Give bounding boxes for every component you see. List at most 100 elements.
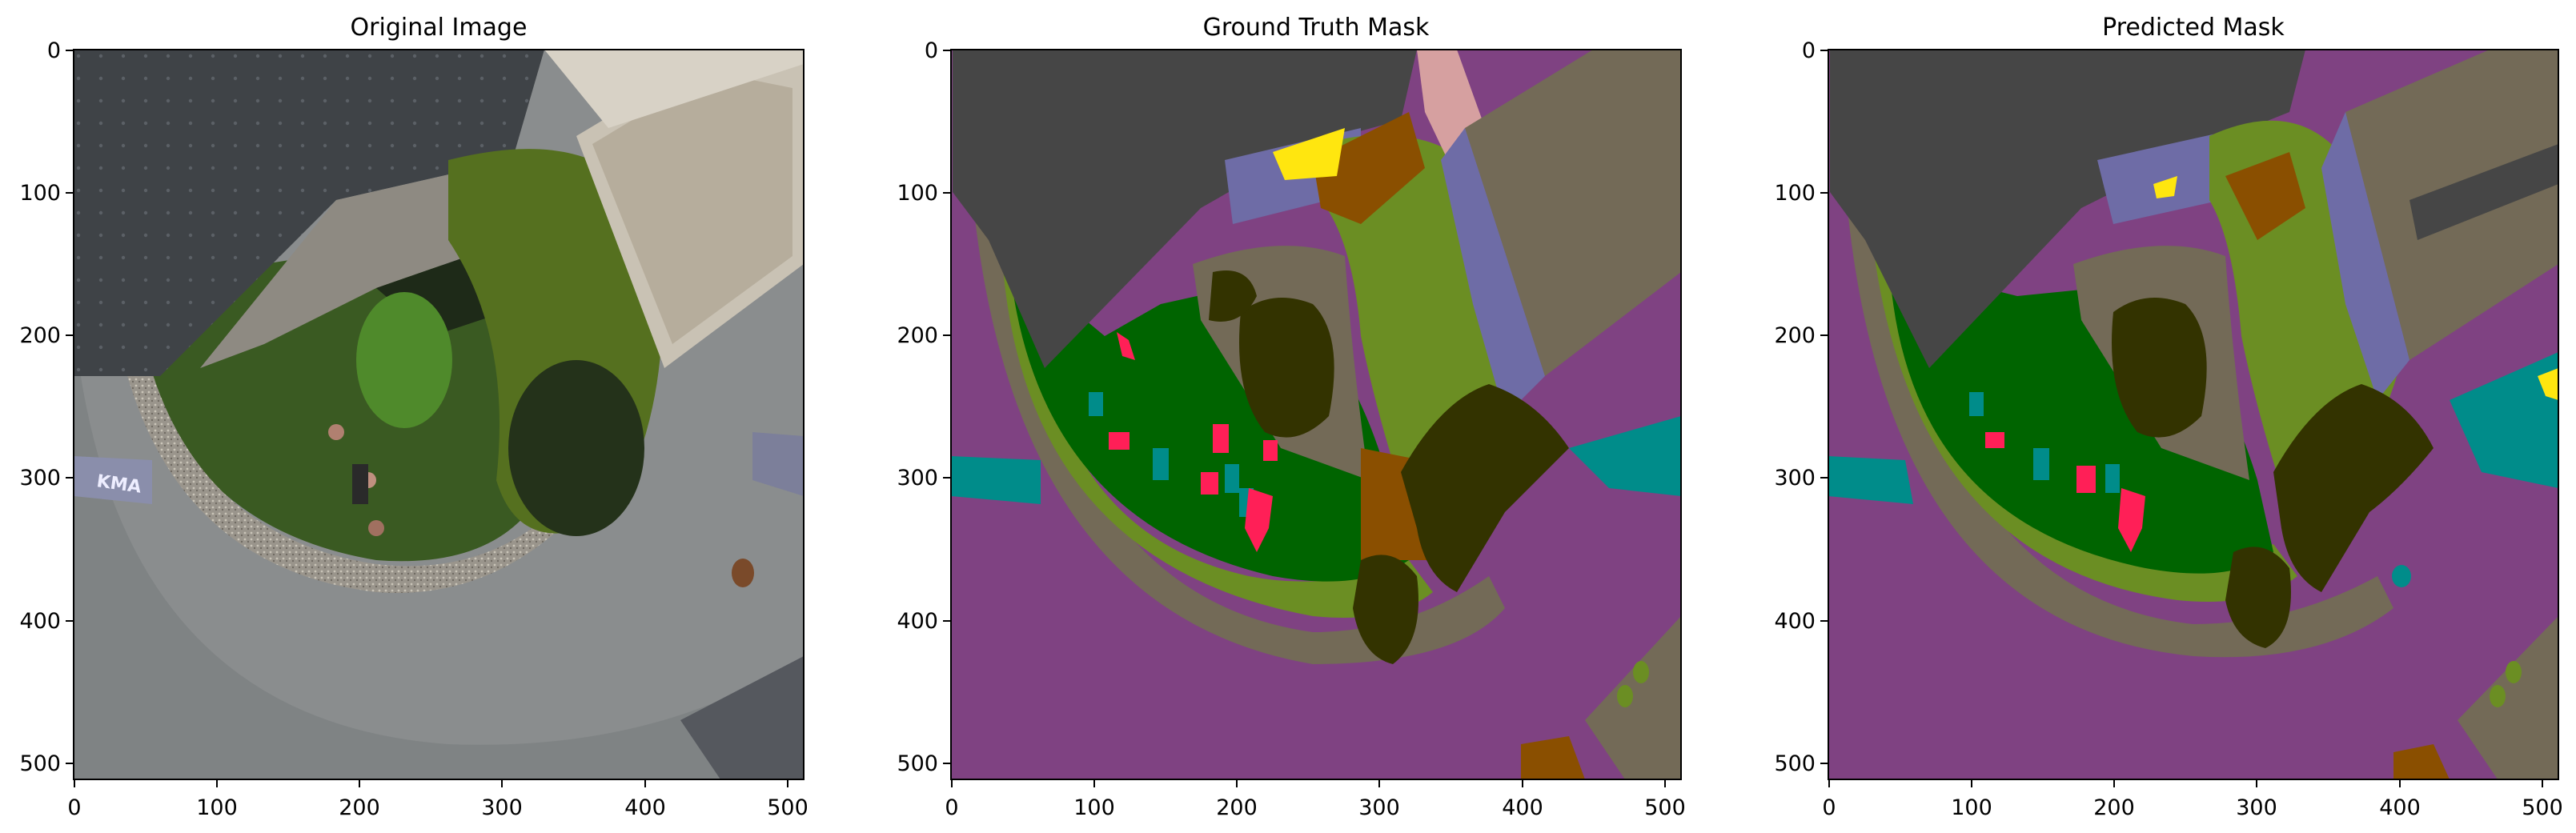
x-tick-label: 0 xyxy=(945,795,958,820)
panel-title: Original Image xyxy=(351,14,528,42)
panel-title: Predicted Mask xyxy=(2102,14,2285,42)
tree-region xyxy=(2273,384,2434,592)
person-region xyxy=(1109,432,1130,450)
y-tick-label: 500 xyxy=(1774,751,1816,776)
x-tick-label: 100 xyxy=(196,795,238,820)
rooftan-region xyxy=(1465,50,1681,376)
original-photo: KMA xyxy=(74,50,804,779)
y-axis: 0 100 200 300 400 500 xyxy=(1774,38,1828,776)
panel-predicted-mask: Predicted Mask xyxy=(1774,14,2562,820)
x-tick-label: 300 xyxy=(2236,795,2277,820)
x-tick-label: 400 xyxy=(2379,795,2421,820)
tree-region xyxy=(1401,384,1569,592)
x-tick-label: 100 xyxy=(1951,795,1992,820)
roof-region xyxy=(2409,144,2558,240)
x-tick-label: 100 xyxy=(1073,795,1115,820)
x-axis: 0 100 200 300 400 500 xyxy=(945,779,1686,820)
x-tick-label: 0 xyxy=(67,795,81,820)
y-tick-label: 400 xyxy=(19,609,61,634)
y-tick-label: 300 xyxy=(897,466,938,491)
person-region xyxy=(1985,432,2004,448)
person-region xyxy=(1201,472,1218,495)
panel-original-image: Original Image KMA xyxy=(19,14,808,820)
tree-region xyxy=(2225,547,2291,648)
x-tick-label: 500 xyxy=(2522,795,2563,820)
soil-region xyxy=(1313,112,1425,224)
y-tick-label: 0 xyxy=(47,38,61,63)
tree-region xyxy=(1239,298,1334,438)
y-tick-label: 300 xyxy=(1774,466,1816,491)
panel-title: Ground Truth Mask xyxy=(1203,14,1430,42)
y-tick-label: 400 xyxy=(897,609,938,634)
yellow-region xyxy=(2153,176,2177,198)
y-tick-label: 200 xyxy=(1774,323,1816,348)
y-tick-label: 400 xyxy=(1774,609,1816,634)
teal-region xyxy=(951,456,1041,504)
veg-region xyxy=(2490,685,2506,707)
yellow-region xyxy=(2538,368,2558,400)
x-axis: 0 100 200 300 400 500 xyxy=(1822,779,2563,820)
y-axis: 0 100 200 300 400 500 xyxy=(897,38,951,776)
person-region xyxy=(2118,488,2145,552)
y-tick-label: 0 xyxy=(925,38,938,63)
x-tick-label: 200 xyxy=(2093,795,2135,820)
soil-region xyxy=(2393,744,2450,779)
y-axis: 0 100 200 300 400 500 xyxy=(19,38,74,776)
tree-region xyxy=(2112,298,2207,438)
axes-frame xyxy=(1828,49,2559,780)
y-tick-label: 100 xyxy=(1774,181,1816,206)
x-tick-label: 0 xyxy=(1822,795,1836,820)
predicted-segmentation xyxy=(1828,50,2558,779)
x-tick-label: 300 xyxy=(481,795,523,820)
teal-region xyxy=(1969,392,1984,416)
axes-frame xyxy=(950,49,1682,780)
teal-region xyxy=(2033,448,2049,480)
person-region xyxy=(1245,488,1273,552)
y-tick-label: 100 xyxy=(19,181,61,206)
y-tick-label: 0 xyxy=(1802,38,1816,63)
person-region xyxy=(1263,440,1278,461)
person-region xyxy=(1117,332,1135,360)
roof-region xyxy=(1830,50,2305,368)
veg-region xyxy=(1865,136,2297,602)
y-tick-label: 300 xyxy=(19,466,61,491)
teal-region xyxy=(1569,416,1681,496)
veg-region xyxy=(2506,661,2522,683)
x-tick-label: 500 xyxy=(767,795,809,820)
wall-region xyxy=(2321,112,2409,400)
y-tick-label: 200 xyxy=(897,323,938,348)
wall-region xyxy=(1441,128,1545,416)
x-tick-label: 200 xyxy=(339,795,380,820)
teal-region xyxy=(1828,456,1913,504)
roof-region xyxy=(953,50,1417,368)
sidewalk-region xyxy=(967,112,1505,664)
sidewalk-region xyxy=(1841,112,2393,658)
teal-region xyxy=(2392,565,2411,587)
x-tick-label: 500 xyxy=(1644,795,1686,820)
teal-region xyxy=(2450,352,2558,488)
sidewalk-region xyxy=(1585,616,1681,779)
teal-region xyxy=(1153,448,1169,480)
panel-ground-truth-mask: Ground Truth Mask xyxy=(897,14,1685,820)
x-tick-label: 400 xyxy=(1502,795,1543,820)
teal-region xyxy=(2105,464,2120,493)
axes-frame xyxy=(73,49,804,780)
y-tick-label: 100 xyxy=(897,181,938,206)
veg-region xyxy=(1633,661,1649,683)
soil-region xyxy=(2225,152,2305,240)
y-tick-label: 500 xyxy=(19,751,61,776)
person-region xyxy=(1213,424,1229,453)
x-tick-label: 300 xyxy=(1358,795,1400,820)
tree-region xyxy=(1209,270,1257,322)
yellow-region xyxy=(1273,128,1345,180)
sidewalk-region xyxy=(2458,616,2558,779)
tree-region xyxy=(1353,555,1418,664)
soil-region xyxy=(1521,736,1585,779)
teal-region xyxy=(1225,464,1239,493)
y-tick-label: 200 xyxy=(19,323,61,348)
ground-truth-segmentation xyxy=(951,50,1681,779)
teal-region xyxy=(1089,392,1103,416)
y-tick-label: 500 xyxy=(897,751,938,776)
x-tick-label: 400 xyxy=(624,795,666,820)
